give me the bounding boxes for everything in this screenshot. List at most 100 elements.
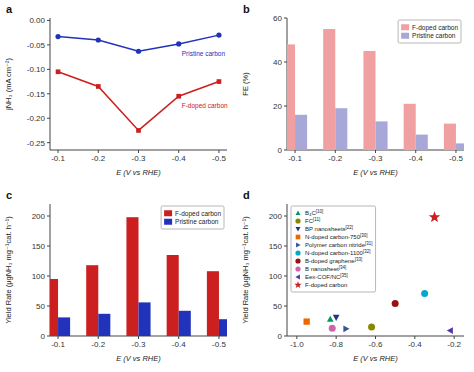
superscript: [11] — [313, 217, 320, 222]
x-tick-label: -0.2 — [328, 154, 342, 163]
legend-swatch — [401, 24, 409, 30]
bar — [207, 271, 219, 336]
bar — [179, 311, 191, 336]
y-tick — [284, 18, 287, 19]
x-tick — [295, 150, 296, 153]
plot-area — [55, 33, 221, 133]
legend-box — [161, 206, 224, 229]
y-tick-label: 150 — [269, 242, 283, 251]
superscript: [22] — [346, 225, 354, 230]
line-marker — [176, 41, 181, 46]
legend-swatch — [164, 219, 172, 225]
x-tick — [218, 150, 219, 153]
legend-label: Pristine carbon — [412, 32, 456, 39]
y-tick-label: -0.15 — [27, 90, 46, 99]
plot-area — [287, 29, 464, 150]
y-tick — [284, 246, 287, 247]
x-tick-label: -0.4 — [408, 340, 422, 349]
bar — [86, 265, 98, 336]
y-axis-label: FE (%) — [241, 72, 250, 96]
y-tick — [47, 142, 50, 143]
y-tick — [47, 246, 50, 247]
y-axis-label: Yield Rate (μgNH₃ mg⁻¹cat. h⁻¹) — [4, 216, 13, 324]
y-tick-label: -0.25 — [27, 139, 46, 148]
panel-title: c — [6, 189, 12, 201]
legend-label: Polymer carbon nitride[31] — [305, 241, 373, 248]
x-tick-label: -0.5 — [449, 154, 463, 163]
y-tick — [47, 276, 50, 277]
y-tick-label: 100 — [269, 272, 283, 281]
x-axis-label: E (V vs RHE) — [116, 354, 161, 363]
legend-marker — [295, 275, 300, 280]
x-tick — [336, 336, 337, 339]
y-tick — [47, 336, 50, 337]
scatter-point — [447, 327, 453, 334]
scatter-point — [429, 211, 440, 222]
legend: B₄C[10]FC[11]BP nanosheets[22]N-doped ca… — [291, 206, 376, 292]
superscript: [30] — [360, 233, 368, 238]
y-tick-label: -0.10 — [27, 65, 46, 74]
y-tick-label: 0 — [278, 332, 283, 341]
x-tick-label: -0.4 — [172, 340, 186, 349]
line — [58, 72, 219, 131]
chart-root: -0.25-0.20-0.15-0.10-0.050.00-0.1-0.2-0.… — [0, 0, 474, 372]
legend-marker — [296, 243, 301, 248]
y-tick — [47, 216, 50, 217]
y-axis-label: jNH₃ (mA cm⁻²) — [4, 57, 13, 111]
legend: F-doped carbonPristine carbon — [398, 20, 461, 43]
panel-title: d — [243, 189, 250, 201]
scatter-point — [327, 316, 334, 322]
bar — [444, 124, 456, 150]
x-tick — [178, 336, 179, 339]
y-tick-label: 100 — [32, 272, 46, 281]
bar — [98, 314, 110, 336]
bar — [456, 143, 464, 150]
superscript: [33] — [355, 257, 363, 262]
x-tick-label: -0.1 — [51, 340, 65, 349]
legend-swatch — [164, 210, 172, 216]
x-tick-label: -0.2 — [91, 340, 105, 349]
legend-marker — [296, 235, 301, 240]
y-tick-label: 0 — [278, 146, 283, 155]
x-tick — [98, 336, 99, 339]
y-tick — [47, 44, 50, 45]
legend-swatch — [401, 33, 409, 39]
y-tick — [284, 276, 287, 277]
bar — [416, 135, 428, 150]
legend-label: Eex-COF/NC[35] — [305, 273, 348, 280]
legend-box — [291, 206, 376, 292]
x-axis-label: E (V vs RHE) — [353, 354, 398, 363]
x-tick — [296, 336, 297, 339]
y-axis-line — [50, 18, 51, 150]
y-tick-label: 60 — [273, 14, 282, 23]
legend-marker — [295, 266, 300, 271]
legend-label: F-doped carbon — [412, 24, 458, 32]
superscript: [32] — [363, 249, 371, 254]
x-tick-label: -0.4 — [409, 154, 423, 163]
y-tick — [47, 20, 50, 21]
legend-label: N-doped carbon-1100[32] — [305, 249, 370, 256]
x-tick — [335, 150, 336, 153]
x-tick-label: -0.6 — [369, 340, 383, 349]
superscript: [31] — [365, 241, 373, 246]
scatter-point — [421, 290, 428, 297]
panel: 050100150200-0.1-0.2-0.3-0.4-0.5E (V vs … — [4, 189, 231, 363]
panel-title: b — [243, 3, 250, 15]
legend: F-doped carbonPristine carbon — [161, 206, 224, 229]
scatter-point — [343, 325, 349, 332]
y-tick — [47, 118, 50, 119]
y-tick-label: 0.00 — [29, 16, 45, 25]
panel: 0204060-0.1-0.2-0.3-0.4-0.5E (V vs RHE)F… — [241, 3, 468, 177]
y-tick — [284, 216, 287, 217]
y-tick — [284, 62, 287, 63]
x-tick — [58, 150, 59, 153]
y-tick — [284, 150, 287, 151]
panel: -0.25-0.20-0.15-0.10-0.050.00-0.1-0.2-0.… — [4, 3, 228, 177]
y-tick — [284, 336, 287, 337]
line-marker — [96, 37, 101, 42]
x-axis-label: E (V vs RHE) — [116, 168, 161, 177]
x-tick — [375, 336, 376, 339]
scatter-point — [392, 300, 399, 307]
x-tick — [98, 150, 99, 153]
y-tick-label: 20 — [273, 102, 282, 111]
